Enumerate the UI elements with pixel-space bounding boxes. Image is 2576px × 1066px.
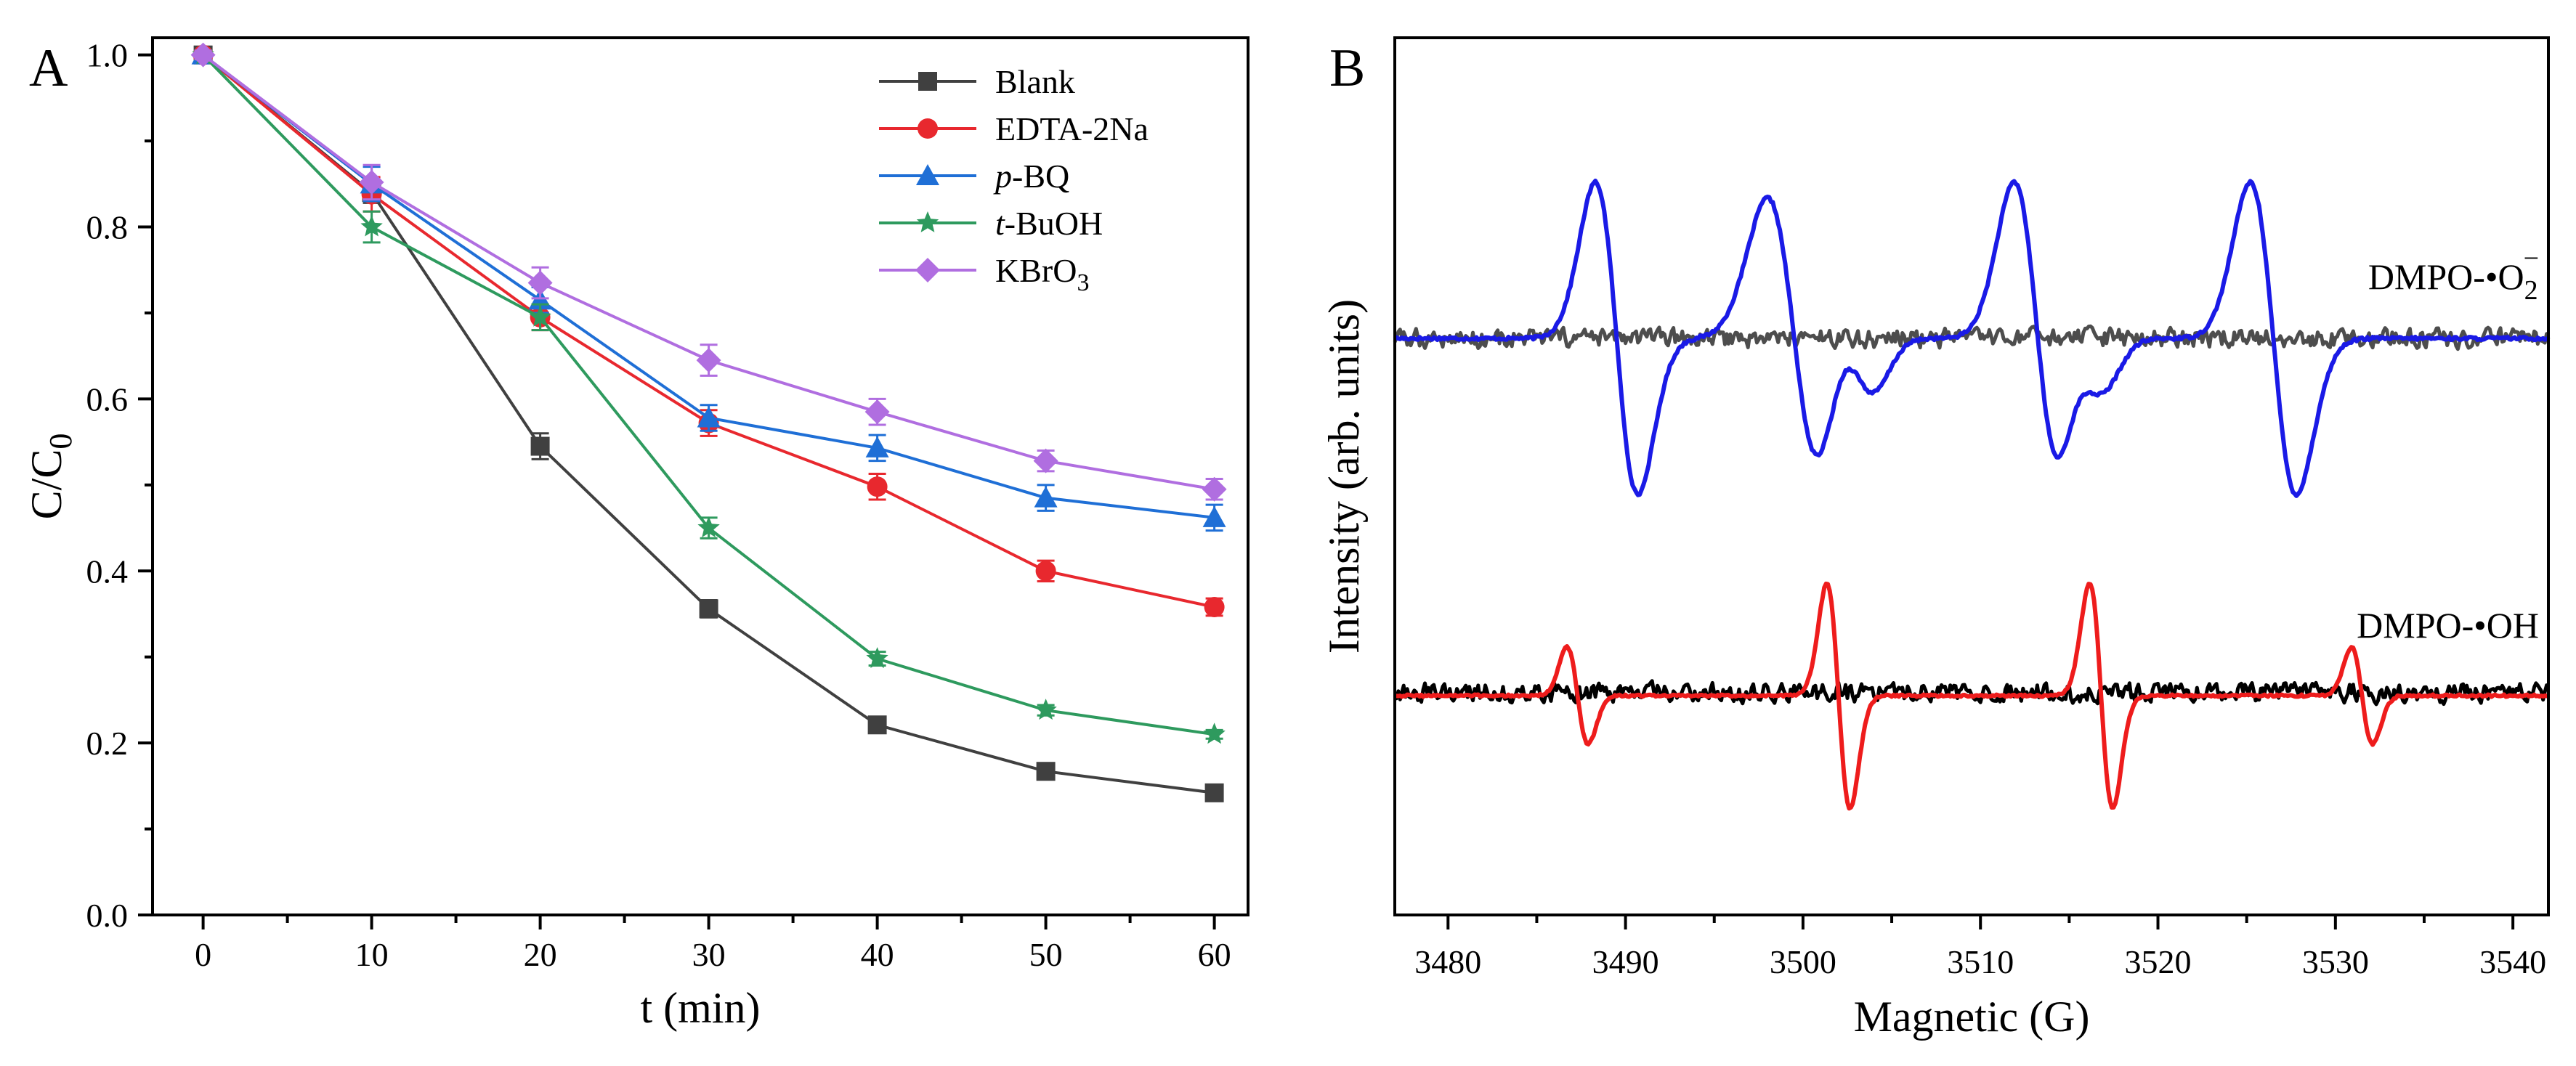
epr-trace-o2-sample xyxy=(1393,179,2550,498)
legend-label: EDTA-2Na xyxy=(995,110,1149,147)
panel-a: A 0 10 20 30 40 50 600.00.20.40.60.81.0 BlankE… xyxy=(23,36,1249,1032)
data-point xyxy=(864,399,890,425)
annotation-dmpo-o2: DMPO-•O2− xyxy=(2368,243,2539,306)
data-point xyxy=(360,215,383,237)
legend-marker xyxy=(918,118,938,139)
data-point xyxy=(1203,723,1226,744)
panel-a-y-tick-label: 0.8 xyxy=(86,209,129,246)
panel-b-x-tick-label: 3520 xyxy=(2125,943,2192,980)
legend-marker xyxy=(915,258,940,282)
panel-label-b: B xyxy=(1329,38,1365,98)
data-point xyxy=(697,516,720,537)
legend-label-main: Blank xyxy=(995,63,1075,100)
legend-label-italic: t xyxy=(995,205,1005,242)
legend-label-main: KBrO xyxy=(995,252,1077,289)
panel-b-frame xyxy=(1393,36,2550,916)
data-point xyxy=(190,42,216,68)
data-point xyxy=(1204,783,1224,802)
series-t-buoh xyxy=(192,43,1226,744)
data-point xyxy=(529,305,551,327)
legend-marker xyxy=(916,164,939,185)
data-point xyxy=(359,169,384,195)
panel-a-y-axis-label-main: C/C xyxy=(23,449,70,520)
panel-b-x-tick-label: 3500 xyxy=(1770,943,1836,980)
panel-b-y-axis-label: Intensity (arb. units) xyxy=(1320,299,1368,654)
panel-b-x-tick-label: 3480 xyxy=(1414,943,1481,980)
panel-a-y-tick-label: 0.2 xyxy=(86,725,129,762)
annotation-dmpo-oh: DMPO-•OH xyxy=(2357,605,2539,646)
data-point xyxy=(697,406,721,428)
data-point xyxy=(1036,762,1056,781)
panel-b-x-tick-label: 3540 xyxy=(2479,943,2546,980)
panel-b: B 3480 3490 3500 3510 3520 3530 3540 DMPO-•O2−… xyxy=(1320,36,2551,1041)
panel-a-series xyxy=(190,42,1227,802)
legend-label: p-BQ xyxy=(993,158,1069,195)
panel-b-series xyxy=(1393,179,2551,811)
epr-trace-oh-sample xyxy=(1394,581,2550,811)
panel-label-a: A xyxy=(29,38,68,98)
panel-a-y-tick-label: 0.6 xyxy=(86,381,129,418)
legend-label-sub: 3 xyxy=(1077,269,1089,296)
panel-a-x-tick-label: 20 xyxy=(524,936,557,973)
panel-b-x-tick-label: 3510 xyxy=(1947,943,2014,980)
panel-a-x-tick-label: 30 xyxy=(692,936,726,973)
data-point xyxy=(1204,597,1225,618)
data-point xyxy=(527,270,553,296)
panel-a-x-axis-label: t (min) xyxy=(641,984,761,1032)
legend-marker xyxy=(916,211,939,232)
panel-a-y-tick-label: 1.0 xyxy=(86,37,129,74)
legend-label-main: EDTA-2Na xyxy=(995,110,1149,147)
panel-a-y-axis-label: C/C0 xyxy=(23,434,78,520)
data-point xyxy=(865,436,889,457)
series-kbro3 xyxy=(190,42,1227,502)
epr-trace-oh-control xyxy=(1393,679,2550,707)
panel-b-ticks: 3480 3490 3500 3510 3520 3530 3540 xyxy=(1414,915,2546,980)
panel-a-y-tick-label: 0.0 xyxy=(86,897,129,934)
panel-b-x-axis-label: Magnetic (G) xyxy=(1854,993,2090,1041)
panel-a-x-tick-label: 10 xyxy=(355,936,389,973)
panel-a-x-tick-label: 40 xyxy=(861,936,894,973)
panel-a-y-tick-label: 0.4 xyxy=(86,553,129,590)
panel-a-x-tick-label: 0 xyxy=(195,936,211,973)
annotation-dmpo-o2-sub: 2 xyxy=(2524,275,2538,306)
data-point xyxy=(1034,486,1058,508)
panel-a-y-axis-label-sub: 0 xyxy=(43,434,78,449)
annotation-dmpo-o2-sup: − xyxy=(2524,243,2539,274)
panel-a-x-tick-label: 60 xyxy=(1198,936,1231,973)
legend-label-main: -BuOH xyxy=(1005,205,1103,242)
legend-label-italic: p xyxy=(993,158,1012,195)
data-point xyxy=(1034,699,1057,720)
data-point xyxy=(866,647,888,668)
data-point xyxy=(1033,448,1058,473)
panel-b-x-tick-label: 3490 xyxy=(1592,943,1659,980)
panel-b-x-tick-label: 3530 xyxy=(2302,943,2369,980)
data-point xyxy=(867,476,888,497)
legend-label: KBrO3 xyxy=(995,252,1089,296)
data-point xyxy=(867,715,887,735)
legend-label-main: -BQ xyxy=(1012,158,1069,195)
data-point xyxy=(696,348,721,373)
annotation-dmpo-o2-main: DMPO-•O xyxy=(2368,256,2524,297)
legend-label: t-BuOH xyxy=(995,205,1103,242)
legend-label: Blank xyxy=(995,63,1075,100)
panel-a-x-tick-label: 50 xyxy=(1029,936,1063,973)
data-point xyxy=(699,599,718,619)
data-point xyxy=(1035,561,1056,582)
data-point xyxy=(530,436,550,456)
data-point xyxy=(1202,505,1226,527)
data-point xyxy=(1202,476,1227,502)
legend-marker xyxy=(918,72,937,91)
panel-a-frame xyxy=(151,36,1249,916)
